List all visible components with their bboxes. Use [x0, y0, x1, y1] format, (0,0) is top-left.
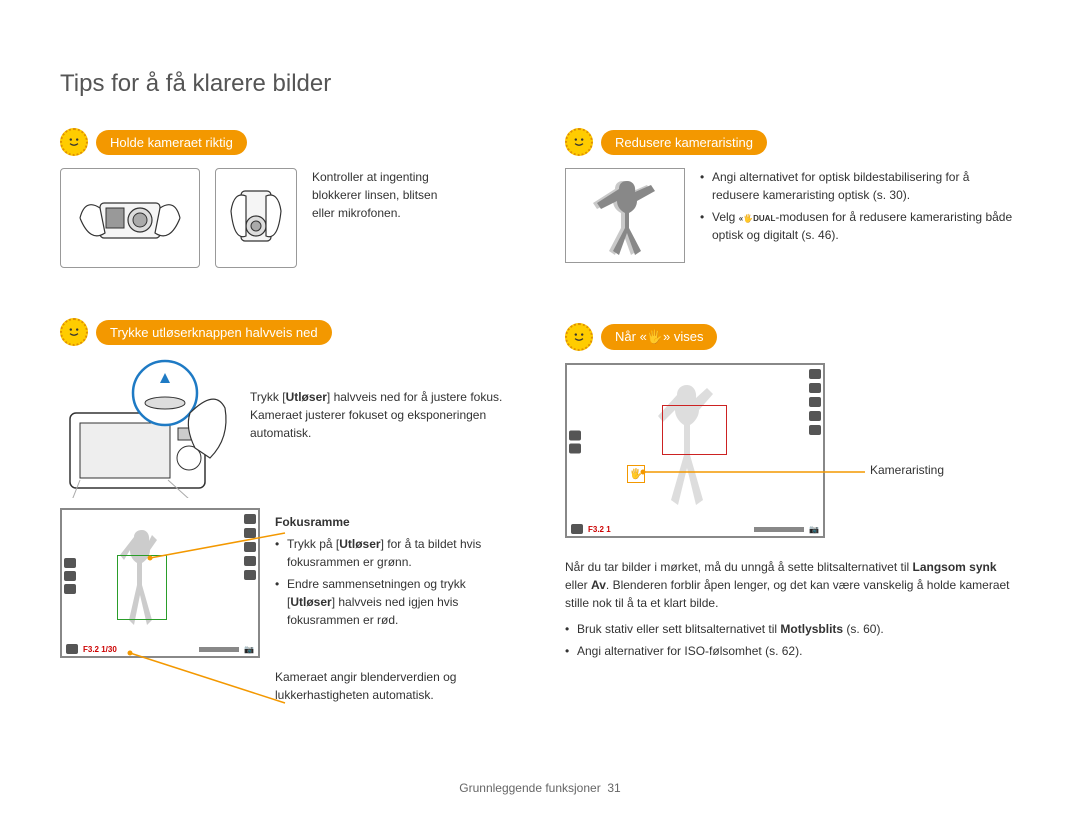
- pill-hold: Holde kameraet riktig: [96, 130, 247, 155]
- reduce-row: Angi alternativet for optisk bildestabil…: [565, 168, 1020, 263]
- illus-hold-vertical: [215, 168, 297, 268]
- fokus-bullet-1: Trykk på [Utløser] for å ta bildet hvis …: [275, 535, 515, 571]
- section-shutter: Trykke utløserknappen halvveis ned: [60, 318, 515, 704]
- hand-shake-icon: «🖐»: [640, 329, 671, 344]
- when-lcd-wrap: 🖐 F3.2 1 📷 Kameraristing: [565, 363, 1020, 538]
- reduce-bullet-2: Velg «🖐DUAL-modusen for å redusere kamer…: [700, 208, 1020, 244]
- shake-indicator-icon: 🖐: [627, 465, 645, 483]
- reduce-bullet-1: Angi alternativet for optisk bildestabil…: [700, 168, 1020, 204]
- page-footer: Grunnleggende funksjoner 31: [0, 781, 1080, 795]
- section-header-shutter: Trykke utløserknappen halvveis ned: [60, 318, 515, 346]
- left-column: Holde kameraet riktig: [60, 128, 515, 729]
- smiley-icon: [565, 128, 593, 156]
- smiley-icon: [60, 128, 88, 156]
- lcd-left-icons: [64, 558, 76, 594]
- fokusramme-heading: Fokusramme: [275, 513, 515, 531]
- lcd-left-icons: [569, 430, 581, 453]
- section-when: Når «🖐» vises 🖐: [565, 323, 1020, 660]
- illus-shake: [565, 168, 685, 263]
- hold-row: Kontroller at ingenting blokkerer linsen…: [60, 168, 515, 268]
- illus-hold-horizontal: [60, 168, 200, 268]
- shutter-text: Trykk [Utløser] halvveis ned for å juste…: [250, 358, 515, 442]
- smiley-icon: [60, 318, 88, 346]
- section-header-reduce: Redusere kameraristing: [565, 128, 1020, 156]
- section-header-hold: Holde kameraet riktig: [60, 128, 515, 156]
- pill-shutter: Trykke utløserknappen halvveis ned: [96, 320, 332, 345]
- aperture-display: F3.2 1: [588, 525, 611, 534]
- pill-reduce: Redusere kameraristing: [601, 130, 767, 155]
- lcd-right-icons: [809, 369, 821, 435]
- right-column: Redusere kameraristing Angi alternativet…: [565, 128, 1020, 729]
- callout-kameraristing: Kameraristing: [870, 463, 944, 477]
- reduce-text: Angi alternativet for optisk bildestabil…: [700, 168, 1020, 248]
- aperture-display: F3.2 1/30: [83, 645, 117, 654]
- lcd-bottom-bar: F3.2 1/30 📷: [66, 644, 254, 654]
- illus-shutter-press: [60, 358, 235, 498]
- when-bullet-1: Bruk stativ eller sett blitsalternativet…: [565, 620, 1020, 638]
- fokusramme-block: Fokusramme Trykk på [Utløser] for å ta b…: [275, 508, 515, 704]
- lcd-right-icons: [244, 514, 256, 580]
- shutter-row-1: Trykk [Utløser] halvveis ned for å juste…: [60, 358, 515, 498]
- when-paragraph: Når du tar bilder i mørket, må du unngå …: [565, 558, 1020, 612]
- page-title: Tips for å få klarere bilder: [60, 70, 1020, 98]
- fokus-bullet-2: Endre sammensetningen og trykk [Utløser]…: [275, 575, 515, 629]
- dual-icon: «🖐DUAL: [739, 214, 776, 223]
- content-columns: Holde kameraet riktig: [60, 128, 1020, 729]
- lcd-frame: F3.2 1/30 📷: [60, 508, 260, 658]
- section-hold: Holde kameraet riktig: [60, 128, 515, 268]
- lcd-bottom-bar: F3.2 1 📷: [571, 524, 819, 534]
- illus-lcd-green: F3.2 1/30 📷: [60, 508, 260, 658]
- shutter-row-2: F3.2 1/30 📷 Fokusr: [60, 508, 515, 704]
- when-bullets: Bruk stativ eller sett blitsalternativet…: [565, 620, 1020, 660]
- section-header-when: Når «🖐» vises: [565, 323, 1020, 351]
- smiley-icon: [565, 323, 593, 351]
- shutter-callout: Kameraet angir blenderverdien og lukkerh…: [275, 668, 515, 704]
- hold-text: Kontroller at ingenting blokkerer linsen…: [312, 168, 442, 222]
- when-bullet-2: Angi alternativer for ISO-følsomhet (s. …: [565, 642, 1020, 660]
- pill-when: Når «🖐» vises: [601, 324, 717, 350]
- lcd-frame-red: 🖐 F3.2 1 📷: [565, 363, 825, 538]
- section-reduce: Redusere kameraristing Angi alternativet…: [565, 128, 1020, 263]
